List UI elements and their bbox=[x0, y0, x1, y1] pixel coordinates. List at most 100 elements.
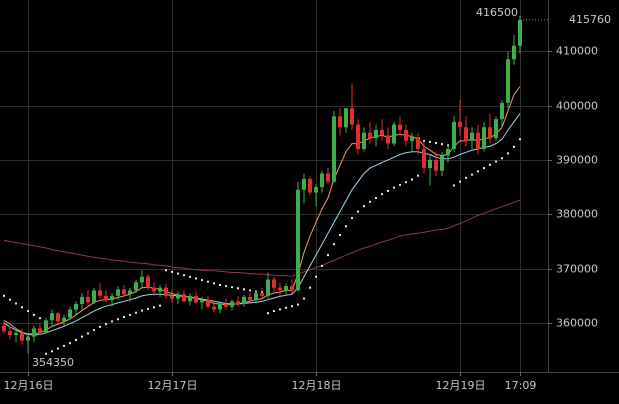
sar-dot bbox=[237, 287, 239, 290]
sar-dot bbox=[129, 313, 131, 316]
sar-dot bbox=[57, 347, 59, 350]
candle-body bbox=[512, 45, 516, 60]
candle-body bbox=[278, 287, 282, 291]
sar-dot bbox=[243, 288, 245, 291]
sar-dot bbox=[417, 174, 419, 177]
sar-dot bbox=[63, 344, 65, 347]
sar-dot bbox=[225, 285, 227, 288]
sar-dot bbox=[273, 310, 275, 313]
candle-body bbox=[416, 137, 420, 150]
candle-body bbox=[482, 127, 486, 150]
y-tick-label: 380000 bbox=[556, 208, 598, 221]
candle-body bbox=[302, 178, 306, 190]
candle-body bbox=[254, 293, 258, 301]
candle-body bbox=[56, 313, 60, 322]
candles bbox=[2, 15, 522, 354]
candle-body bbox=[80, 296, 84, 305]
candle-body bbox=[158, 287, 162, 292]
sar-dot bbox=[435, 142, 437, 145]
x-tick-label: 12月17日 bbox=[148, 379, 198, 392]
x-tick-label: 12月19日 bbox=[436, 379, 486, 392]
candle-body bbox=[20, 332, 24, 341]
sar-dot bbox=[183, 274, 185, 277]
sar-dot bbox=[333, 243, 335, 246]
candle-body bbox=[518, 19, 522, 46]
sar-dot bbox=[27, 310, 29, 313]
sar-dot bbox=[411, 178, 413, 181]
candle-body bbox=[464, 127, 468, 141]
indicator-line bbox=[3, 86, 521, 335]
sar-dot bbox=[441, 143, 443, 146]
candle-body bbox=[50, 313, 54, 321]
candle-body bbox=[170, 295, 174, 299]
candle-body bbox=[362, 132, 366, 150]
sar-dot bbox=[189, 275, 191, 278]
sar-dot bbox=[15, 302, 17, 305]
sar-dot bbox=[399, 183, 401, 186]
candle-body bbox=[212, 306, 216, 310]
max-label: 416500 bbox=[476, 6, 518, 19]
sar-dot bbox=[309, 286, 311, 289]
candle-body bbox=[458, 121, 462, 128]
sar-dot bbox=[249, 289, 251, 292]
sar-dot bbox=[369, 200, 371, 203]
candle-body bbox=[44, 320, 48, 333]
candle-body bbox=[32, 328, 36, 337]
sar-dot bbox=[405, 181, 407, 184]
sar-dot bbox=[21, 306, 23, 309]
candle-body bbox=[38, 328, 42, 333]
candle-body bbox=[14, 332, 18, 336]
candle-body bbox=[320, 173, 324, 188]
candle-body bbox=[260, 293, 264, 296]
candle-body bbox=[200, 300, 204, 303]
sar-dot bbox=[519, 138, 521, 141]
candle-body bbox=[332, 116, 336, 182]
sar-dot bbox=[105, 323, 107, 326]
sar-dot bbox=[177, 272, 179, 275]
sar-dot bbox=[75, 338, 77, 341]
y-tick-label: 390000 bbox=[556, 154, 598, 167]
candle-body bbox=[122, 289, 126, 295]
candle-body bbox=[266, 279, 270, 296]
candle-body bbox=[338, 116, 342, 128]
candle-body bbox=[224, 304, 228, 307]
last-price-label: 415760 bbox=[569, 13, 611, 26]
sar-dot bbox=[195, 277, 197, 280]
sar-dot bbox=[93, 329, 95, 332]
candle-body bbox=[446, 149, 450, 156]
sar-dot bbox=[135, 311, 137, 314]
y-tick-label: 410000 bbox=[556, 45, 598, 58]
sar-dot bbox=[483, 167, 485, 170]
sar-dot bbox=[213, 282, 215, 285]
sar-dot bbox=[513, 145, 515, 148]
sar-dot bbox=[69, 342, 71, 345]
candle-body bbox=[284, 286, 288, 291]
candle-body bbox=[236, 301, 240, 305]
candle-body bbox=[134, 282, 138, 291]
sar-dot bbox=[9, 298, 11, 301]
sar-dot bbox=[165, 269, 167, 272]
candle-body bbox=[74, 304, 78, 310]
candle-body bbox=[350, 108, 354, 125]
sar-dot bbox=[351, 217, 353, 220]
sar-dot bbox=[339, 233, 341, 236]
candle-body bbox=[386, 135, 390, 144]
sar-dot bbox=[315, 275, 317, 278]
candle-body bbox=[356, 124, 360, 150]
candle-body bbox=[218, 304, 222, 310]
sar-dot bbox=[291, 305, 293, 308]
candle-body bbox=[182, 294, 186, 302]
candle-body bbox=[140, 276, 144, 283]
sar-dot bbox=[465, 176, 467, 179]
sar-dot bbox=[297, 303, 299, 306]
x-tick-label: 12月18日 bbox=[292, 379, 342, 392]
x-tick-label: 12月16日 bbox=[4, 379, 54, 392]
sar-dot bbox=[303, 297, 305, 300]
sar-dot bbox=[159, 304, 161, 307]
candle-body bbox=[488, 127, 492, 139]
sar-dot bbox=[363, 205, 365, 208]
sar-dot bbox=[33, 313, 35, 316]
sar-dot bbox=[507, 152, 509, 155]
candle-body bbox=[344, 108, 348, 128]
